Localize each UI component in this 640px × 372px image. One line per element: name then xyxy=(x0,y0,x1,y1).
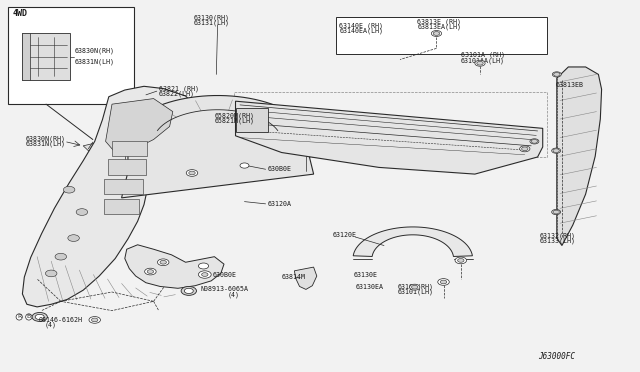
Circle shape xyxy=(32,312,47,321)
Text: 630B0E: 630B0E xyxy=(268,166,292,172)
Circle shape xyxy=(431,31,442,36)
Text: 63120A: 63120A xyxy=(268,201,292,207)
Text: 63100(RH): 63100(RH) xyxy=(398,284,434,291)
Text: 63101AA(LH): 63101AA(LH) xyxy=(461,57,505,64)
Text: 63132(RH): 63132(RH) xyxy=(540,233,575,240)
Bar xyxy=(234,92,547,157)
Circle shape xyxy=(76,209,88,215)
Circle shape xyxy=(553,210,559,214)
Circle shape xyxy=(145,268,156,275)
Circle shape xyxy=(198,263,209,269)
Polygon shape xyxy=(294,267,317,289)
Circle shape xyxy=(458,259,464,262)
Circle shape xyxy=(552,209,561,215)
Text: 63813E (RH): 63813E (RH) xyxy=(417,18,461,25)
Circle shape xyxy=(554,73,560,76)
Circle shape xyxy=(553,149,559,153)
Polygon shape xyxy=(557,67,602,246)
Circle shape xyxy=(477,61,483,65)
Bar xyxy=(22,33,70,80)
Circle shape xyxy=(198,271,211,278)
Text: (4): (4) xyxy=(45,321,57,328)
Circle shape xyxy=(552,72,561,77)
Bar xyxy=(336,17,547,54)
Text: R: R xyxy=(17,314,21,320)
Circle shape xyxy=(89,317,100,323)
Circle shape xyxy=(55,253,67,260)
Text: 63830N(RH): 63830N(RH) xyxy=(26,135,65,142)
Circle shape xyxy=(531,140,538,143)
Circle shape xyxy=(189,171,195,175)
Text: B: B xyxy=(27,314,31,320)
Text: 63830N(RH): 63830N(RH) xyxy=(74,48,115,54)
Circle shape xyxy=(92,318,98,322)
Circle shape xyxy=(455,257,467,264)
Text: N08913-6065A: N08913-6065A xyxy=(200,286,248,292)
Polygon shape xyxy=(83,142,106,154)
Circle shape xyxy=(186,170,198,176)
Polygon shape xyxy=(125,245,224,288)
Text: 08146-6162H: 08146-6162H xyxy=(38,317,83,323)
Text: 63130E: 63130E xyxy=(354,272,378,278)
Circle shape xyxy=(522,147,528,151)
Text: 63101A (RH): 63101A (RH) xyxy=(461,52,505,58)
Text: 63813EA(LH): 63813EA(LH) xyxy=(417,23,461,30)
Bar xyxy=(112,141,147,156)
Polygon shape xyxy=(106,99,173,153)
Text: 63130EA: 63130EA xyxy=(355,284,383,290)
Bar xyxy=(8,7,134,104)
Text: 65820M(RH): 65820M(RH) xyxy=(214,113,255,119)
Circle shape xyxy=(160,260,166,264)
Text: (4): (4) xyxy=(227,291,239,298)
Bar xyxy=(104,179,143,194)
Text: 63120E: 63120E xyxy=(333,232,357,238)
Text: 63831N(LH): 63831N(LH) xyxy=(26,141,65,147)
Text: 63140E (RH): 63140E (RH) xyxy=(339,23,383,29)
Polygon shape xyxy=(353,227,472,256)
Circle shape xyxy=(440,280,447,284)
Circle shape xyxy=(68,235,79,241)
Circle shape xyxy=(157,259,169,266)
Text: 63821 (RH): 63821 (RH) xyxy=(159,85,198,92)
Circle shape xyxy=(530,139,539,144)
Text: J63000FC: J63000FC xyxy=(538,352,575,361)
Bar xyxy=(108,159,146,175)
Circle shape xyxy=(63,186,75,193)
Text: 65821M(LH): 65821M(LH) xyxy=(214,118,255,124)
Text: 4WD: 4WD xyxy=(13,9,28,17)
Circle shape xyxy=(147,270,154,273)
Bar xyxy=(104,199,139,214)
Circle shape xyxy=(184,288,193,294)
Text: 63831N(LH): 63831N(LH) xyxy=(74,58,115,65)
Circle shape xyxy=(45,270,57,277)
Text: 63813EB: 63813EB xyxy=(556,82,584,88)
Circle shape xyxy=(552,148,561,153)
Circle shape xyxy=(438,279,449,285)
Circle shape xyxy=(410,284,420,290)
Circle shape xyxy=(412,285,418,289)
Polygon shape xyxy=(122,96,314,198)
Text: 63101(LH): 63101(LH) xyxy=(398,289,434,295)
Bar xyxy=(22,33,30,80)
Text: 63814M: 63814M xyxy=(282,274,306,280)
Polygon shape xyxy=(236,101,543,174)
Text: 63130(RH): 63130(RH) xyxy=(193,15,229,21)
Text: 63822(LH): 63822(LH) xyxy=(159,90,195,97)
Circle shape xyxy=(202,273,208,276)
Circle shape xyxy=(35,314,44,320)
Text: 63131(LH): 63131(LH) xyxy=(193,20,229,26)
Polygon shape xyxy=(22,86,197,307)
Circle shape xyxy=(240,163,249,168)
Text: 63133(LH): 63133(LH) xyxy=(540,238,575,244)
Bar xyxy=(236,108,268,132)
Circle shape xyxy=(475,60,485,66)
Circle shape xyxy=(520,146,530,152)
Text: 63140EA(LH): 63140EA(LH) xyxy=(339,28,383,35)
Circle shape xyxy=(181,286,196,295)
Circle shape xyxy=(433,32,440,35)
Text: 630B0E: 630B0E xyxy=(212,272,237,278)
